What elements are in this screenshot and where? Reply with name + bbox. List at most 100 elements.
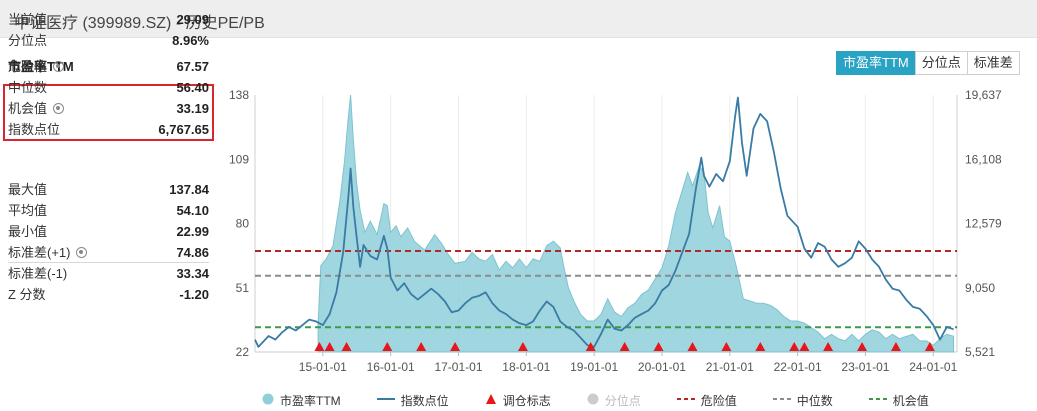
x-tick-label: 20-01-01 bbox=[638, 360, 686, 374]
legend-label: 中位数 bbox=[796, 394, 833, 408]
tab-std-dev[interactable]: 标准差 bbox=[966, 51, 1020, 75]
x-tick-label: 19-01-01 bbox=[570, 360, 618, 374]
stat-label: 最小值 bbox=[8, 224, 48, 239]
rebalance-marker bbox=[416, 342, 427, 351]
rebalance-marker bbox=[341, 342, 352, 351]
stat-value: 8.96% bbox=[172, 33, 209, 48]
x-tick-label: 15-01-01 bbox=[299, 360, 347, 374]
rebalance-marker bbox=[450, 342, 461, 351]
current-value-highlight bbox=[3, 84, 214, 141]
stat-row: Z 分数 -1.20 bbox=[8, 285, 209, 305]
legend-triangle-icon bbox=[485, 393, 497, 408]
legend-item[interactable]: 危险值 bbox=[676, 392, 737, 409]
stat-value: 29.09 bbox=[176, 12, 209, 27]
stat-value: 33.34 bbox=[176, 266, 209, 281]
stat-row: 标准差(-1) 33.34 bbox=[8, 264, 209, 284]
settings-gear-icon[interactable] bbox=[76, 247, 88, 258]
rebalance-marker bbox=[324, 342, 335, 351]
y-right-tick-label: 9,050 bbox=[965, 281, 995, 295]
tab-percentile[interactable]: 分位点 bbox=[914, 51, 968, 75]
x-tick-label: 18-01-01 bbox=[502, 360, 550, 374]
stat-value: 33.19 bbox=[176, 101, 209, 116]
rebalance-marker bbox=[857, 342, 868, 351]
stat-label: 分位点 bbox=[8, 33, 48, 48]
stat-label: Z 分数 bbox=[8, 287, 46, 302]
legend-item[interactable]: 分位点 bbox=[587, 392, 641, 409]
rebalance-marker bbox=[799, 342, 810, 351]
stat-row: 中位数 56.40 bbox=[8, 78, 209, 98]
rebalance-marker bbox=[314, 342, 325, 351]
stats-divider bbox=[8, 262, 209, 263]
tab-pe-ttm[interactable]: 市盈率TTM bbox=[836, 51, 916, 75]
window-title: 中证医疗 (399989.SZ) - 历史PE/PB bbox=[14, 15, 265, 32]
stat-value: 54.10 bbox=[176, 203, 209, 218]
legend-label: 分位点 bbox=[604, 394, 641, 408]
title-bar: 中证医疗 (399989.SZ) - 历史PE/PB bbox=[0, 0, 1037, 38]
y-right-tick-label: 19,637 bbox=[965, 88, 1002, 102]
legend-label: 指数点位 bbox=[400, 394, 449, 408]
stat-value: 74.86 bbox=[176, 245, 209, 260]
rebalance-marker bbox=[585, 342, 596, 351]
legend-item[interactable]: 指数点位 bbox=[376, 392, 449, 409]
stat-row: 指数点位 6,767.65 bbox=[8, 120, 209, 140]
metric-tabs: 市盈率TTM 分位点 标准差 bbox=[836, 51, 1020, 75]
legend-item[interactable]: 中位数 bbox=[772, 392, 833, 409]
stat-value: 67.57 bbox=[176, 59, 209, 74]
y-left-tick-label: 138 bbox=[229, 88, 249, 102]
stat-row: 分位点 8.96% bbox=[8, 31, 209, 51]
legend-label: 市盈率TTM bbox=[280, 394, 341, 408]
rebalance-marker bbox=[890, 342, 901, 351]
stat-row: 标准差(+1) 74.86 bbox=[8, 243, 209, 263]
stat-label: 中位数 bbox=[8, 80, 48, 95]
legend-item[interactable]: 调仓标志 bbox=[485, 392, 551, 409]
stat-label: 最大值 bbox=[8, 182, 48, 197]
y-right-tick-label: 5,521 bbox=[965, 345, 995, 359]
legend-label: 调仓标志 bbox=[502, 394, 551, 408]
stat-label: 机会值 bbox=[8, 99, 65, 119]
settings-gear-icon[interactable] bbox=[53, 61, 65, 72]
stat-value: 6,767.65 bbox=[158, 122, 209, 137]
stat-label: 指数点位 bbox=[8, 122, 61, 137]
x-tick-label: 23-01-01 bbox=[841, 360, 889, 374]
rebalance-marker bbox=[823, 342, 834, 351]
pe-chart: 138 109 80 51 22 19,637 16,108 12,579 9,050 5,521… bbox=[229, 88, 1002, 374]
stat-value: -1.20 bbox=[179, 287, 209, 302]
rebalance-marker bbox=[721, 342, 732, 351]
y-left-tick-label: 51 bbox=[236, 281, 250, 295]
stat-row: 最大值 137.84 bbox=[8, 180, 209, 200]
legend-item[interactable]: 机会值 bbox=[868, 392, 929, 409]
y-left-tick-label: 80 bbox=[236, 217, 250, 231]
settings-gear-icon[interactable] bbox=[53, 103, 65, 114]
rebalance-marker bbox=[653, 342, 664, 351]
x-tick-label: 22-01-01 bbox=[774, 360, 822, 374]
stat-value: 22.99 bbox=[176, 224, 209, 239]
chart-legend: 市盈率TTM 指数点位 调仓标志 分位点 危险值 中位数 机会值 bbox=[262, 392, 965, 409]
legend-line-icon bbox=[376, 393, 395, 408]
y-left-tick-label: 22 bbox=[236, 345, 250, 359]
stat-label: 当前值 bbox=[8, 12, 48, 27]
x-tick-label: 24-01-01 bbox=[909, 360, 957, 374]
legend-item[interactable]: 市盈率TTM bbox=[262, 392, 341, 409]
x-tick-label: 16-01-01 bbox=[367, 360, 415, 374]
stat-label: 标准差(+1) bbox=[8, 243, 88, 263]
rebalance-marker bbox=[517, 342, 528, 351]
pe-ttm-area bbox=[317, 94, 955, 353]
legend-circle-icon bbox=[587, 393, 599, 408]
rebalance-marker bbox=[755, 342, 766, 351]
legend-dash-icon bbox=[676, 393, 695, 408]
stat-value: 56.40 bbox=[176, 80, 209, 95]
legend-dash-icon bbox=[772, 393, 791, 408]
legend-circle-icon bbox=[262, 393, 274, 408]
stat-row: 当前值 29.09 bbox=[8, 10, 209, 30]
y-left-tick-label: 109 bbox=[229, 152, 249, 166]
legend-label: 危险值 bbox=[700, 394, 737, 408]
rebalance-marker bbox=[924, 342, 935, 351]
stat-label: 标准差(-1) bbox=[8, 266, 68, 281]
stat-value: 137.84 bbox=[169, 182, 209, 197]
y-right-tick-label: 16,108 bbox=[965, 152, 1002, 166]
x-tick-label: 17-01-01 bbox=[434, 360, 482, 374]
rebalance-marker bbox=[687, 342, 698, 351]
rebalance-marker bbox=[619, 342, 630, 351]
x-tick-label: 21-01-01 bbox=[706, 360, 754, 374]
stat-label: 平均值 bbox=[8, 203, 48, 218]
